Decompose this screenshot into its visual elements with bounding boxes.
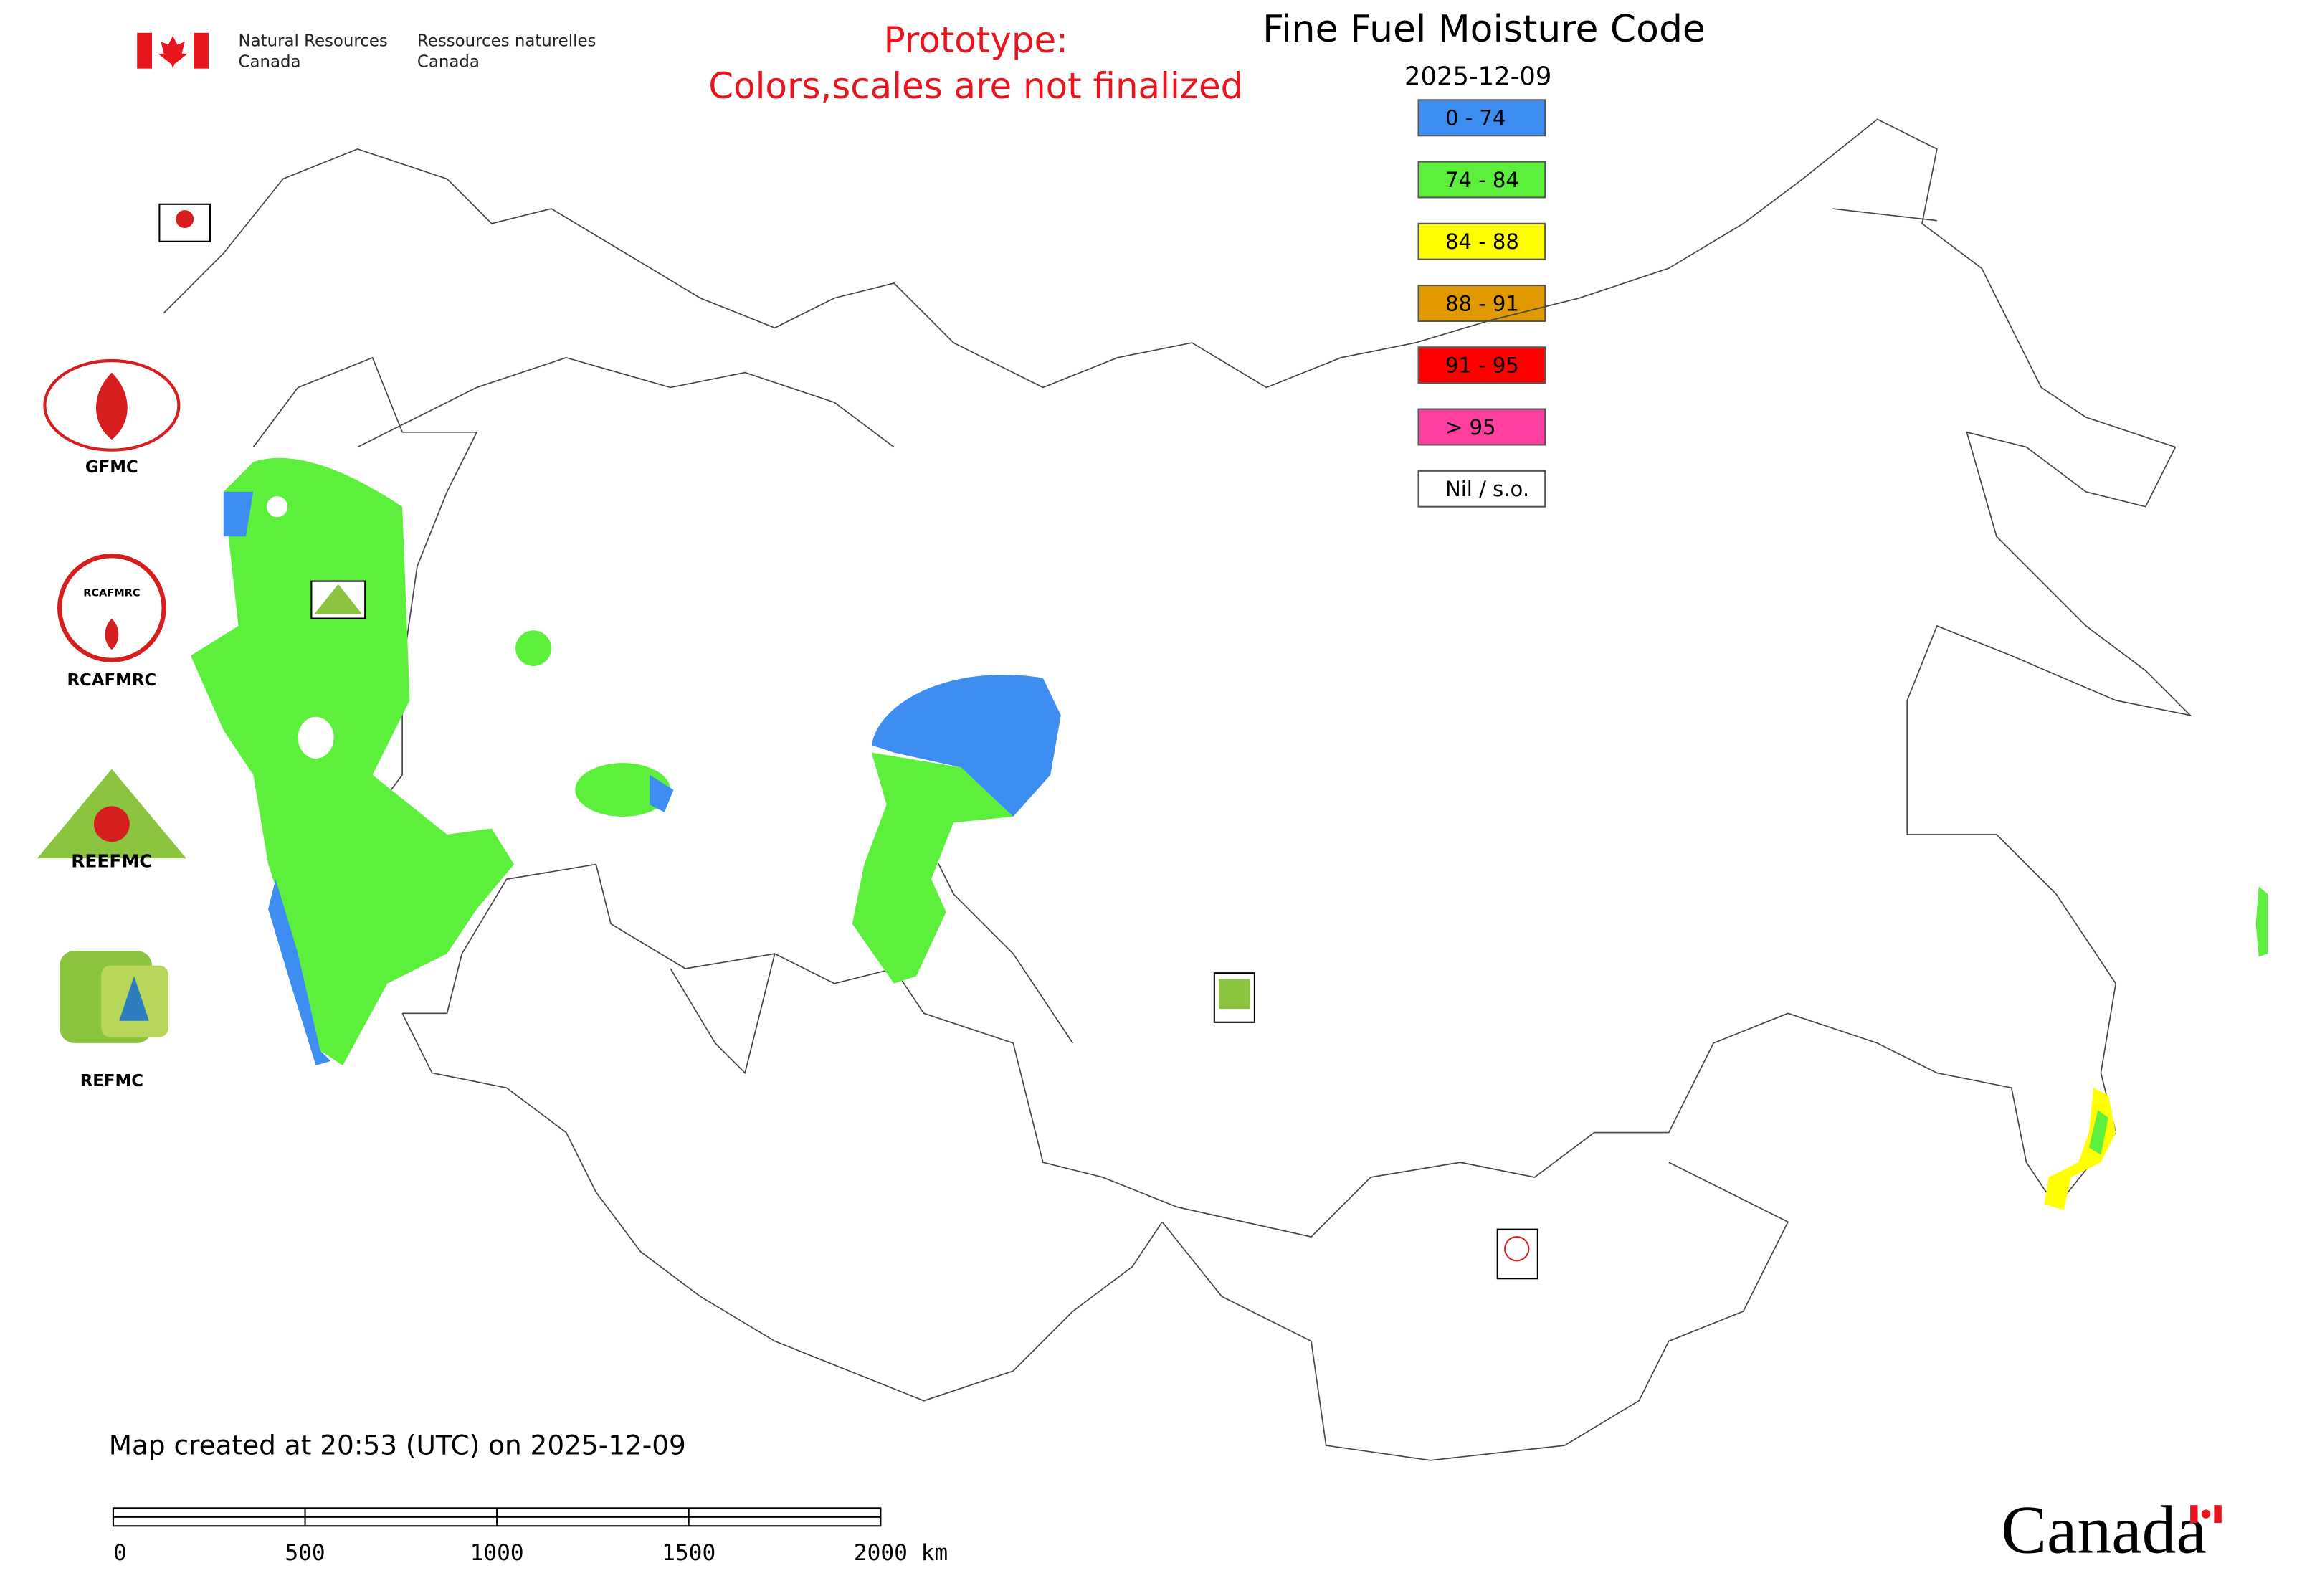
canada-wordmark: Canada <box>2001 1492 2207 1568</box>
legend-swatch <box>1417 161 1546 199</box>
agency-en: Canada <box>239 53 301 72</box>
ffmc-areas <box>191 457 2268 1210</box>
legend-swatch <box>1417 99 1546 137</box>
prototype-note: Prototype: <box>884 19 1068 61</box>
scale-label: 1000 <box>470 1540 524 1566</box>
created-note: Map created at 20:53 (UTC) on 2025-12-09 <box>109 1429 686 1460</box>
gc-flag <box>137 32 209 69</box>
legend-label: > 95 <box>1445 415 1496 440</box>
logo-gfmc: GFMC <box>43 358 181 477</box>
scale-label: 500 <box>285 1540 325 1566</box>
map-title: Fine Fuel Moisture Code <box>1262 8 1706 51</box>
legend-swatch <box>1417 408 1546 446</box>
legend-label: 84 - 88 <box>1445 229 1519 254</box>
scale-bar: 0 500 1000 1500 2000 km <box>112 1507 948 1566</box>
legend-swatch <box>1417 346 1546 384</box>
logo-refmc: REFMC <box>60 951 168 1091</box>
scale-label: 0 <box>113 1540 127 1566</box>
legend-label: Nil / s.o. <box>1445 477 1529 501</box>
map-date: 2025-12-09 <box>1404 62 1551 92</box>
logo-label: REEFMC <box>71 851 152 872</box>
logo-label: GFMC <box>85 458 138 477</box>
legend-label: 88 - 91 <box>1445 291 1519 315</box>
agency-fr: Canada <box>417 53 480 72</box>
prototype-note: Colors,scales are not finalized <box>708 65 1243 107</box>
logo-label: RCAFMRC <box>67 671 156 690</box>
borders <box>163 118 2192 1461</box>
logo-label: REFMC <box>80 1072 143 1091</box>
legend-swatch <box>1417 222 1546 260</box>
legend-label: 74 - 84 <box>1445 168 1519 192</box>
legend-swatch <box>1417 470 1546 508</box>
scale-label: 2000 km <box>854 1540 948 1566</box>
logo-label: RCAFMRC <box>83 587 140 599</box>
logo-rcafmrc: RCAFMRC RCAFMRC <box>57 554 166 690</box>
map-markers <box>158 203 1538 1280</box>
legend-swatch <box>1417 285 1546 322</box>
legend: 0 - 74 74 - 84 84 - 88 88 - 91 91 - 95 > 95 Ni… <box>1417 99 1546 508</box>
scale-label: 1500 <box>662 1540 715 1566</box>
agency-fr: Ressources naturelles <box>417 32 596 50</box>
agency-en: Natural Resources <box>239 32 388 50</box>
legend-label: 0 - 74 <box>1445 106 1506 130</box>
legend-label: 91 - 95 <box>1445 353 1519 378</box>
wordmark-flag <box>2190 1505 2222 1524</box>
logo-reefmc: REEFMC <box>37 769 186 872</box>
